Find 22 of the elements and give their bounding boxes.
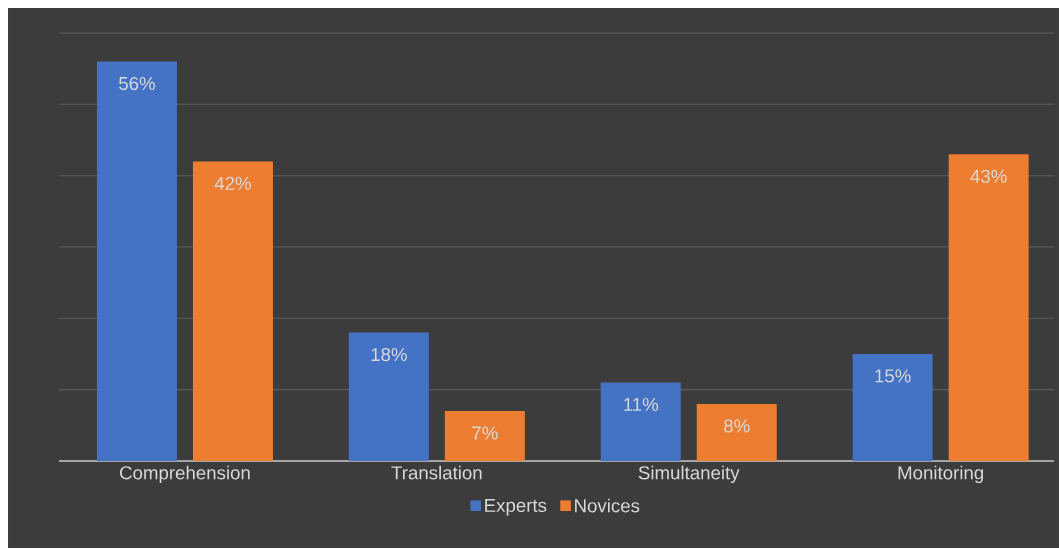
bar xyxy=(444,411,525,461)
legend-label: Novices xyxy=(575,498,640,513)
bar xyxy=(696,403,777,461)
bar xyxy=(96,61,177,461)
x-tick-label: Simultaneity xyxy=(638,465,740,484)
x-tick-label: Comprehension xyxy=(120,465,250,484)
bar xyxy=(852,353,933,461)
data-label: 11% xyxy=(624,397,659,411)
legend-label: Experts xyxy=(485,499,547,516)
data-label: 8% xyxy=(724,419,750,433)
data-label: 15% xyxy=(875,369,911,383)
x-tick-label: Monitoring xyxy=(898,465,984,484)
data-label: 56% xyxy=(119,76,155,91)
data-label: 18% xyxy=(371,347,407,362)
bar xyxy=(348,332,429,461)
bar xyxy=(948,154,1029,461)
data-label: 43% xyxy=(970,169,1007,183)
data-label: 7% xyxy=(472,426,498,440)
bar xyxy=(192,161,273,461)
x-tick-label: Translation xyxy=(391,465,482,480)
data-label: 42% xyxy=(214,176,251,190)
bar xyxy=(600,382,681,461)
